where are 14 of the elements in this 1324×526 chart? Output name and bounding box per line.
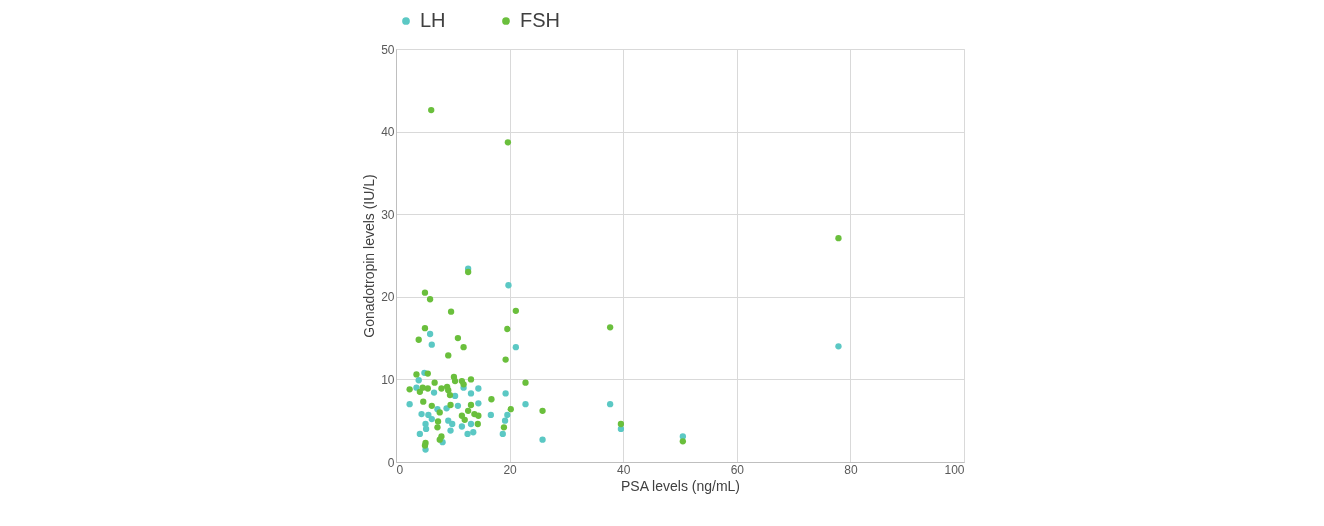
y-tick-label: 50: [381, 42, 395, 57]
x-axis-title: PSA levels (ng/mL): [620, 477, 741, 494]
x-tick-label: 40: [617, 462, 631, 477]
legend-label: FSH: [520, 9, 560, 31]
y-axis-title: Gonadotropin levels (IU/L): [361, 174, 378, 338]
legend-label: LH: [420, 9, 446, 31]
x-tick-label: 80: [844, 462, 858, 477]
x-tick-label: 20: [503, 462, 518, 477]
x-tick-label: 100: [944, 462, 965, 477]
y-tick-label: 30: [381, 207, 395, 222]
y-tick-label: 10: [381, 372, 395, 387]
y-tick-label: 20: [381, 290, 395, 305]
x-tick-label: 60: [730, 462, 745, 477]
y-tick-label: 40: [381, 125, 395, 140]
